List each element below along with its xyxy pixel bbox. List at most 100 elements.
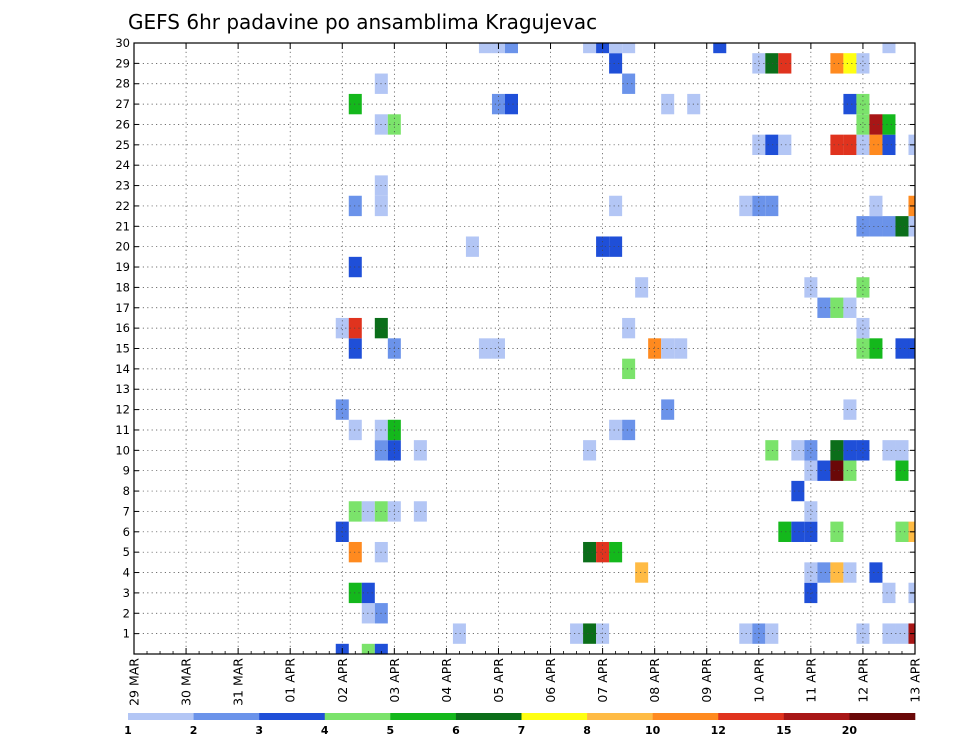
heatmap-cell: [843, 440, 857, 461]
heatmap-cell: [348, 582, 362, 604]
x-tick-label: 05 APR: [491, 658, 506, 703]
heatmap-cell: [765, 440, 779, 461]
heatmap-cell: [843, 53, 857, 74]
heatmap-cell: [648, 338, 662, 359]
heatmap-cell: [765, 623, 779, 644]
heatmap-cell: [570, 623, 584, 644]
heatmap-cell: [830, 460, 844, 481]
x-tick-label: 01 APR: [283, 658, 298, 703]
heatmap-cell: [843, 562, 857, 583]
colorbar: 1 2 3 4 5 6 7 8 10 12 15 20: [124, 713, 916, 737]
colorbar-swatch: [455, 713, 522, 720]
y-tick-label: 1: [123, 627, 130, 641]
colorbar-swatch: [324, 713, 391, 720]
x-tick-label: 12 APR: [855, 658, 870, 703]
heatmap-cell: [817, 562, 831, 583]
y-tick-label: 8: [123, 484, 130, 498]
x-axis: 29 MAR 30 MAR 31 MAR 01 APR 02 APR 03 APR 04 A…: [127, 43, 923, 706]
plot-frame: [133, 42, 916, 655]
heatmap-cell: [348, 419, 362, 441]
heatmap-cell: [804, 277, 818, 298]
heatmap-cell: [882, 43, 896, 54]
y-tick-label: 18: [115, 280, 130, 294]
y-axis: 1234567891011121314151617181920212223242…: [115, 36, 915, 641]
heatmap-cell: [661, 93, 675, 115]
colorbar-label: 5: [387, 724, 395, 737]
heatmap-cell: [491, 338, 505, 359]
heatmap-cell: [478, 338, 492, 359]
heatmap-cell: [843, 134, 857, 156]
y-tick-label: 3: [123, 586, 130, 600]
heatmap-cell: [583, 440, 597, 461]
heatmap-cell: [335, 399, 349, 420]
x-tick-label: 31 MAR: [231, 658, 246, 706]
heatmap-cell: [609, 541, 623, 563]
heatmap-cell: [882, 216, 896, 237]
heatmap-cell: [791, 521, 805, 542]
heatmap-cell: [843, 460, 857, 481]
heatmap-cell: [882, 440, 896, 461]
colorbar-label: 10: [645, 724, 661, 737]
heatmap-cell: [882, 582, 896, 604]
heatmap-cell: [478, 43, 492, 54]
heatmap-cell: [882, 114, 896, 135]
heatmap-cell: [869, 216, 883, 237]
y-tick-label: 17: [115, 301, 130, 315]
y-tick-label: 29: [115, 56, 130, 70]
x-tick-label: 03 APR: [387, 658, 402, 703]
chart-title: GEFS 6hr padavine po ansamblima Kragujev…: [128, 10, 597, 34]
colorbar-label: 7: [518, 724, 526, 737]
heatmap-cell: [609, 43, 623, 54]
colorbar-swatch: [193, 713, 260, 720]
heatmap-cell: [609, 236, 623, 257]
heatmap-cell: [830, 134, 844, 156]
x-tick-label: 09 APR: [699, 658, 714, 703]
colorbar-swatch: [521, 713, 588, 720]
heatmap-cell: [895, 440, 909, 461]
x-tick-label: 06 APR: [543, 658, 558, 703]
heatmap-cell: [856, 114, 870, 135]
y-tick-label: 25: [115, 138, 130, 152]
heatmap-cell: [348, 501, 362, 522]
heatmap-cell: [635, 562, 649, 583]
heatmap-cell: [622, 43, 636, 54]
heatmap-cell: [869, 134, 883, 156]
heatmap-cell: [856, 277, 870, 298]
heatmap-cell: [635, 277, 649, 298]
heatmap-cell: [830, 562, 844, 583]
heatmap-cell: [596, 541, 610, 563]
colorbar-label: 2: [190, 724, 198, 737]
y-tick-label: 9: [123, 464, 130, 478]
heatmap-cell: [504, 93, 518, 115]
heatmap-cell: [830, 440, 844, 461]
colorbar-swatch: [390, 713, 457, 720]
heatmap-cell: [348, 256, 362, 278]
heatmap-cell: [661, 338, 675, 359]
y-tick-label: 20: [115, 240, 130, 254]
heatmap-cell: [843, 399, 857, 420]
heatmap-cell: [869, 338, 883, 359]
heatmap-cell: [609, 195, 623, 217]
heatmap-cell: [804, 582, 818, 604]
colorbar-swatch: [128, 713, 194, 720]
heatmap-cell: [622, 73, 636, 94]
heatmap-cell: [622, 358, 636, 380]
heatmap-cell: [583, 43, 597, 54]
heatmap-cell: [335, 317, 349, 339]
y-tick-label: 21: [115, 219, 130, 233]
heatmap-cell: [804, 440, 818, 461]
y-tick-label: 16: [115, 321, 130, 335]
heatmap-cell: [609, 53, 623, 74]
y-tick-label: 23: [115, 179, 130, 193]
colorbar-label: 6: [452, 724, 460, 737]
heatmap-cell: [778, 53, 792, 74]
heatmap-cell: [895, 216, 909, 237]
colorbar-swatch: [652, 713, 719, 720]
heatmap-cell: [856, 317, 870, 339]
heatmap-cell: [765, 53, 779, 74]
heatmap-cell: [452, 623, 466, 644]
y-tick-label: 15: [115, 342, 130, 356]
grid-lines: [134, 43, 915, 654]
colorbar-swatch: [259, 713, 326, 720]
heatmap-cell: [895, 338, 909, 359]
